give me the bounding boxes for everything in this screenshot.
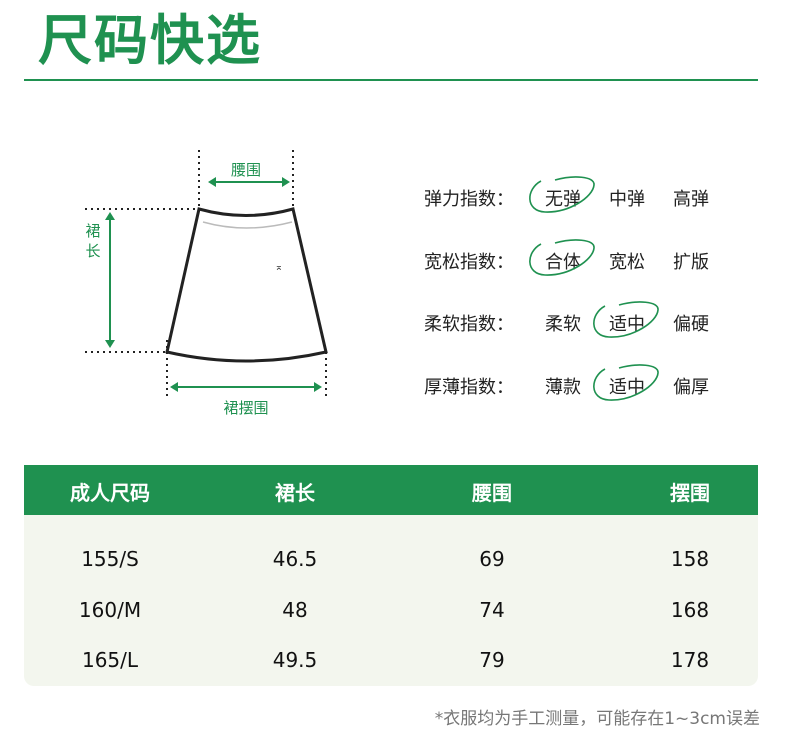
table-cell: 178 [670, 648, 710, 672]
property-row: 弹力指数： 无弹 中弹 高弹 [424, 176, 744, 213]
title-divider [24, 79, 758, 81]
property-option: 无弹 [545, 189, 581, 210]
table-row: 165/L 49.5 79 178 [24, 636, 758, 686]
page-title: 尺码快选 [38, 9, 262, 72]
property-option: 偏硬 [673, 314, 709, 335]
measurement-note: *衣服均为手工测量，可能存在1~3cm误差 [434, 709, 760, 729]
table-cell: 160/M [78, 597, 142, 622]
property-option: 高弹 [673, 189, 709, 210]
table-cell: 49.5 [272, 648, 318, 672]
header-waist: 腰围 [472, 481, 512, 505]
table-cell: 69 [479, 547, 505, 571]
guide-lines [85, 150, 327, 398]
table-cell: 158 [670, 547, 710, 571]
logo-icon: ⌅ [275, 262, 283, 273]
skirt-outline [165, 207, 328, 363]
table-row: 160/M 48 74 168 [24, 586, 758, 636]
property-option: 偏厚 [673, 376, 709, 398]
table-header: 成人尺码 裙长 腰围 摆围 [24, 465, 758, 515]
property-label: 宽松指数： [424, 251, 514, 273]
table-row: 155/S 46.5 69 158 [24, 535, 758, 585]
skirt-diagram: ⌅ 腰围 裙 长 裙摆围 [85, 150, 328, 417]
property-option: 中弹 [609, 189, 645, 210]
property-row: 厚薄指数： 薄款 适中 偏厚 [424, 363, 744, 401]
selected-circle-icon [593, 363, 659, 401]
length-label-1: 裙 [85, 222, 100, 240]
property-option: 合体 [545, 251, 581, 273]
header-length: 裙长 [275, 481, 315, 505]
size-table: 成人尺码 裙长 腰围 摆围 155/S 46.5 69 158 160/M 48 74 168… [24, 465, 758, 686]
table-cell: 79 [479, 648, 505, 672]
table-cell: 168 [670, 597, 710, 622]
property-label: 弹力指数： [424, 189, 514, 210]
hem-label: 裙摆围 [223, 399, 268, 417]
table-cell: 46.5 [272, 547, 318, 571]
waistband-line [202, 221, 293, 229]
property-row: 宽松指数： 合体 宽松 扩版 [424, 238, 744, 276]
selected-circle-icon [593, 301, 659, 338]
property-label: 柔软指数： [424, 314, 514, 335]
property-option: 宽松 [609, 251, 645, 273]
table-cell: 155/S [81, 547, 139, 571]
selected-circle-icon [529, 238, 595, 276]
table-cell: 165/L [81, 648, 139, 672]
selected-circle-icon [529, 176, 595, 213]
waist-label: 腰围 [231, 161, 261, 179]
property-option: 适中 [609, 376, 645, 398]
header-size: 成人尺码 [70, 481, 150, 505]
header-hem: 摆围 [670, 481, 710, 505]
property-option: 薄款 [545, 376, 581, 398]
property-option: 柔软 [545, 314, 581, 335]
table-cell: 48 [282, 597, 308, 622]
measure-arrows [105, 177, 322, 392]
property-option: 适中 [609, 314, 645, 335]
property-option: 扩版 [673, 251, 709, 273]
table-cell: 74 [479, 597, 505, 622]
length-label-2: 长 [85, 242, 100, 260]
property-label: 厚薄指数： [424, 376, 514, 398]
property-row: 柔软指数： 柔软 适中 偏硬 [424, 301, 744, 338]
